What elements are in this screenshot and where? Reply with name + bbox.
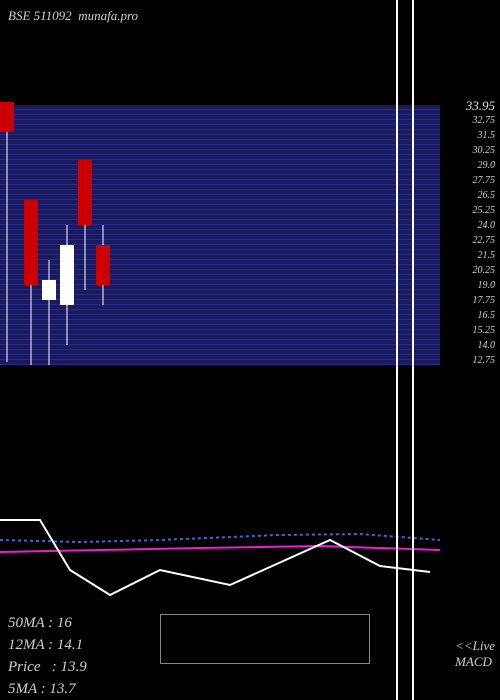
info-price: Price : 13.9 — [8, 656, 87, 678]
watermark-label: munafa.pro — [78, 8, 138, 23]
scan-line — [412, 0, 414, 700]
indicator-line — [0, 534, 440, 542]
info-5ma: 5MA : 13.7 — [8, 678, 87, 700]
indicator-line — [0, 546, 440, 552]
exchange-label: BSE — [8, 8, 30, 23]
chart-header: BSE 511092 munafa.pro — [8, 8, 138, 24]
scan-line — [396, 0, 398, 700]
macd-box — [160, 614, 370, 664]
macd-label: <<Live MACD — [455, 638, 495, 670]
indicator-line — [0, 520, 430, 595]
indicator-overlay — [0, 0, 500, 700]
info-panel: 50MA : 16 12MA : 14.1 Price : 13.9 5MA :… — [8, 612, 87, 700]
info-50ma: 50MA : 16 — [8, 612, 87, 634]
symbol-label: 511092 — [34, 8, 72, 23]
info-12ma: 12MA : 14.1 — [8, 634, 87, 656]
stock-chart: BSE 511092 munafa.pro 33.9532.7531.530.2… — [0, 0, 500, 700]
